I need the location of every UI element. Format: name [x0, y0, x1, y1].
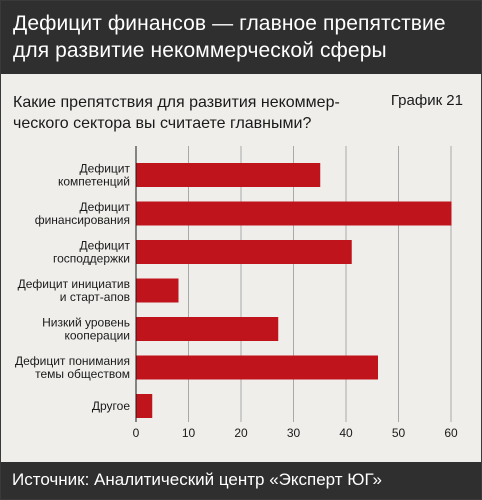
category-label: господдержки [53, 252, 130, 266]
category-label: Другое [92, 399, 130, 413]
category-label: и старт-апов [60, 290, 130, 304]
bar [136, 240, 352, 264]
x-tick-label: 0 [133, 426, 140, 440]
category-label: Низкий уровень [42, 316, 130, 330]
category-label: Дефицит [80, 239, 131, 253]
bar [136, 355, 378, 380]
x-tick-label: 30 [287, 426, 301, 440]
chart-title-line-2: для развитие некоммерческой сферы [13, 39, 387, 62]
bar-chart: 0 10 20 30 40 50 60ДефициткомпетенцийДефицитфи… [15, 146, 458, 440]
category-label: Дефицит [80, 162, 131, 176]
category-label: темы обществом [35, 367, 130, 381]
question-line-2: ческого сектора вы считаете главными? [13, 115, 312, 132]
chart-number-label: График 21 [390, 92, 463, 109]
bar [136, 163, 321, 187]
category-label: Дефицит инициатив [18, 277, 130, 291]
category-label: Дефицит [80, 200, 131, 214]
x-tick-label: 40 [339, 426, 353, 440]
bar [136, 317, 279, 341]
source-note: Источник: Аналитический центр «Эксперт Ю… [12, 470, 382, 489]
x-tick-label: 20 [234, 426, 248, 440]
footer-bar: Источник: Аналитический центр «Эксперт Ю… [1, 462, 481, 499]
chart-title-line-1: Дефицит финансов — главное препятствие [13, 12, 446, 35]
x-tick-label: 10 [182, 426, 196, 440]
category-label: компетенций [58, 175, 130, 189]
header-bar: Дефицит финансов — главное препятствие д… [1, 1, 481, 74]
question-line-1: Какие препятствия для развития некоммер- [13, 94, 340, 111]
bar [136, 278, 179, 303]
bar [136, 394, 153, 418]
category-label: финансирования [35, 213, 130, 227]
category-label: Дефицит понимания [15, 354, 130, 368]
bar [136, 201, 452, 226]
x-tick-label: 50 [392, 426, 406, 440]
x-tick-label: 60 [444, 426, 458, 440]
category-label: кооперации [64, 329, 130, 343]
